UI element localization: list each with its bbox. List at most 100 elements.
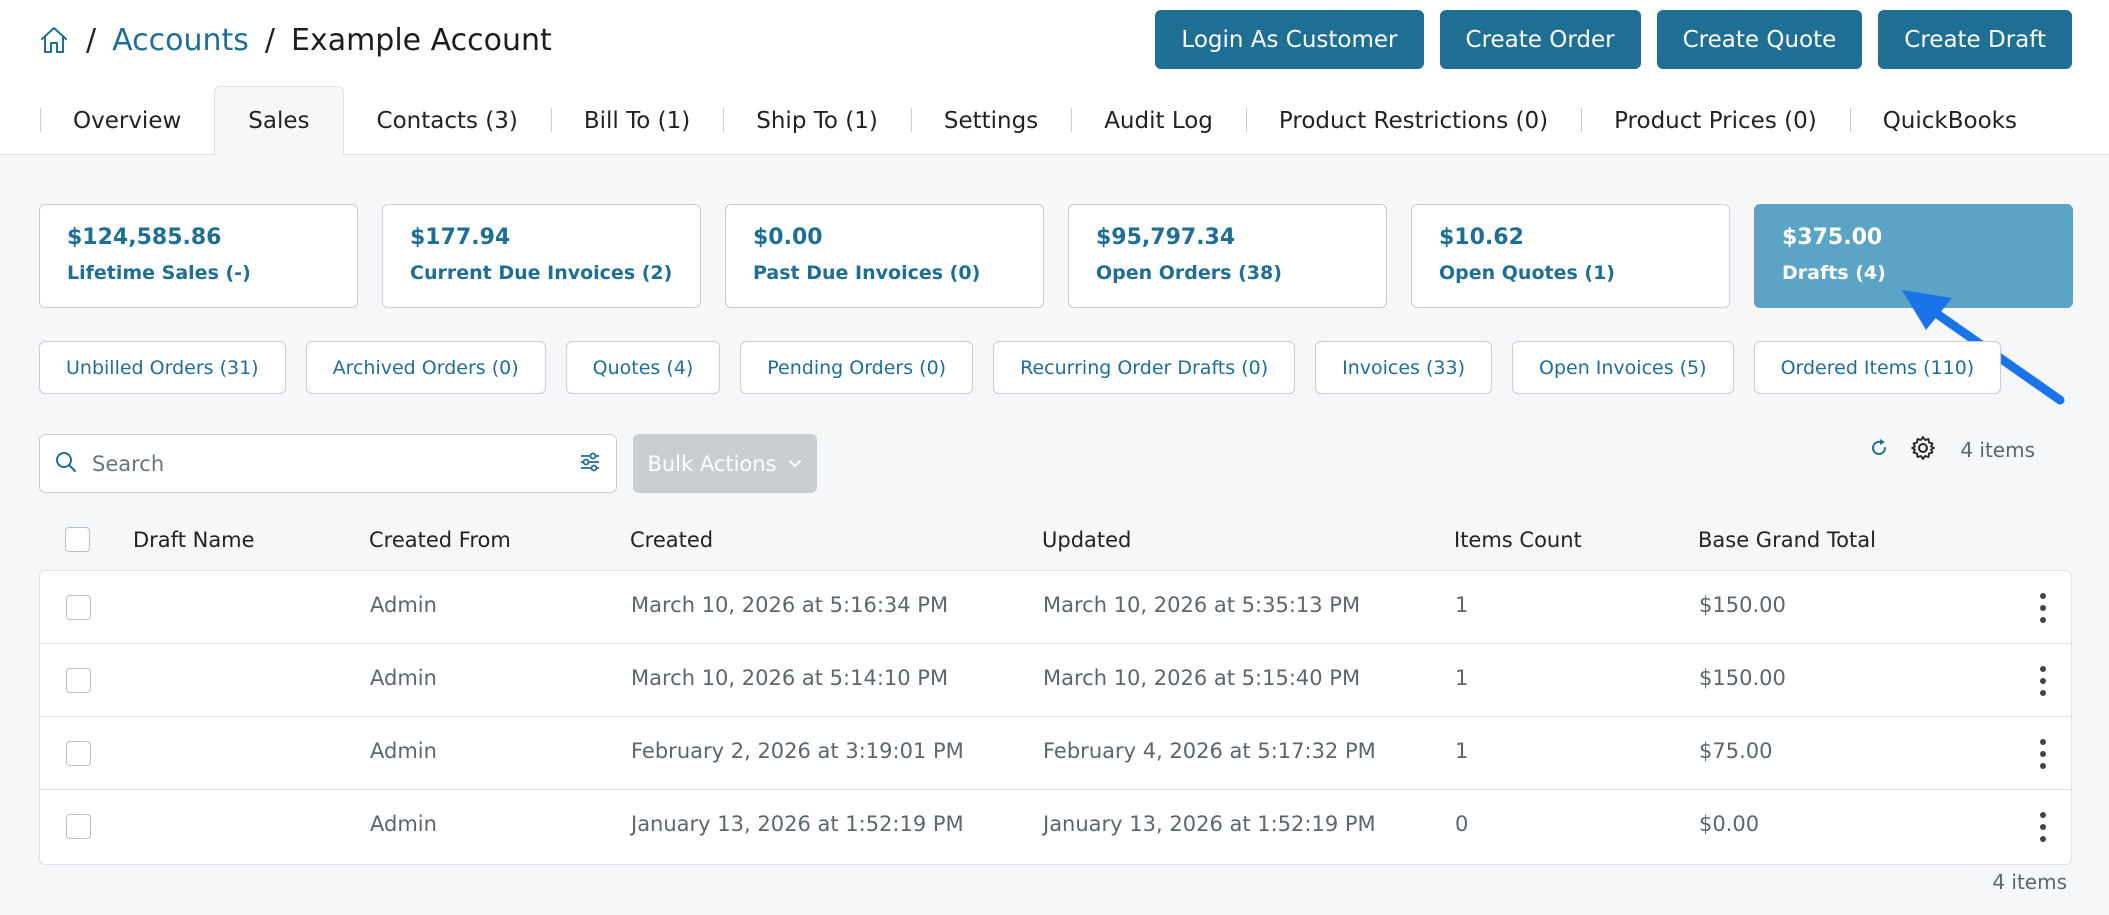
row-checkbox[interactable] bbox=[66, 668, 91, 693]
cell-updated: January 13, 2026 at 1:52:19 PM bbox=[1043, 812, 1376, 836]
stat-card-lifetime-sales[interactable]: $124,585.86 Lifetime Sales (-) bbox=[39, 204, 358, 308]
column-header[interactable]: Created From bbox=[369, 528, 511, 552]
table-row[interactable]: Admin January 13, 2026 at 1:52:19 PM Jan… bbox=[40, 790, 2071, 863]
footer-item-count: 4 items bbox=[1992, 870, 2067, 894]
header: / Accounts / Example Account Login As Cu… bbox=[0, 0, 2109, 156]
bulk-actions-button[interactable]: Bulk Actions bbox=[633, 434, 817, 493]
stat-label: Past Due Invoices (0) bbox=[753, 262, 981, 284]
subtab-quotes[interactable]: Quotes (4) bbox=[565, 341, 721, 394]
cell-items-count: 1 bbox=[1455, 739, 1469, 763]
create-quote-button[interactable]: Create Quote bbox=[1656, 10, 1863, 69]
column-header[interactable]: Created bbox=[630, 528, 714, 552]
stat-label: Current Due Invoices (2) bbox=[410, 262, 673, 284]
stat-card-drafts[interactable]: $375.00 Drafts (4) bbox=[1754, 204, 2073, 308]
tab-ship-to[interactable]: Ship To (1) bbox=[723, 86, 911, 155]
table-row[interactable]: Admin February 2, 2026 at 3:19:01 PM Feb… bbox=[40, 717, 2071, 790]
stat-amount: $375.00 bbox=[1782, 225, 1883, 250]
cell-updated: February 4, 2026 at 5:17:32 PM bbox=[1043, 739, 1376, 763]
drafts-table: Admin March 10, 2026 at 5:16:34 PM March… bbox=[39, 570, 2072, 865]
page-title: Example Account bbox=[290, 22, 552, 58]
stat-label: Open Quotes (1) bbox=[1439, 262, 1615, 284]
stat-label: Open Orders (38) bbox=[1096, 262, 1282, 284]
column-header[interactable]: Updated bbox=[1042, 528, 1132, 552]
stat-label: Lifetime Sales (-) bbox=[67, 262, 251, 284]
subtab-unbilled-orders[interactable]: Unbilled Orders (31) bbox=[39, 341, 286, 394]
row-actions-kebab-icon[interactable] bbox=[2037, 812, 2049, 842]
account-tabs: Overview Sales Contacts (3) Bill To (1) … bbox=[40, 86, 2050, 156]
stat-card-past-due-invoices[interactable]: $0.00 Past Due Invoices (0) bbox=[725, 204, 1044, 308]
search-icon bbox=[54, 450, 78, 478]
cell-created-from: Admin bbox=[370, 666, 437, 690]
cell-items-count: 0 bbox=[1455, 812, 1469, 836]
tab-audit-log[interactable]: Audit Log bbox=[1071, 86, 1246, 155]
stat-amount: $177.94 bbox=[410, 225, 511, 250]
search-box bbox=[39, 434, 617, 493]
tab-contacts[interactable]: Contacts (3) bbox=[376, 107, 518, 134]
tab-bill-to[interactable]: Bill To (1) bbox=[550, 86, 723, 155]
gear-icon[interactable] bbox=[1910, 435, 1936, 465]
column-header[interactable]: Base Grand Total bbox=[1698, 528, 1876, 552]
table-row[interactable]: Admin March 10, 2026 at 5:14:10 PM March… bbox=[40, 644, 2071, 717]
stat-card-current-due-invoices[interactable]: $177.94 Current Due Invoices (2) bbox=[382, 204, 701, 308]
subtab-ordered-items[interactable]: Ordered Items (110) bbox=[1753, 341, 2002, 394]
stat-amount: $10.62 bbox=[1439, 225, 1524, 250]
row-checkbox[interactable] bbox=[66, 595, 91, 620]
bulk-actions-label: Bulk Actions bbox=[647, 451, 777, 476]
column-header[interactable]: Items Count bbox=[1454, 528, 1582, 552]
stat-label: Drafts (4) bbox=[1782, 262, 1886, 284]
tab-product-prices[interactable]: Product Prices (0) bbox=[1581, 86, 1850, 155]
subtab-recurring-order-drafts[interactable]: Recurring Order Drafts (0) bbox=[993, 341, 1296, 394]
create-draft-button[interactable]: Create Draft bbox=[1878, 10, 2072, 69]
create-order-button[interactable]: Create Order bbox=[1439, 10, 1641, 69]
cell-updated: March 10, 2026 at 5:35:13 PM bbox=[1043, 593, 1361, 617]
header-actions: Login As Customer Create Order Create Qu… bbox=[1155, 10, 2072, 69]
cell-base-grand-total: $150.00 bbox=[1699, 666, 1786, 690]
cell-base-grand-total: $0.00 bbox=[1699, 812, 1760, 836]
breadcrumb-separator: / bbox=[264, 22, 275, 58]
subtab-pending-orders[interactable]: Pending Orders (0) bbox=[740, 341, 974, 394]
row-checkbox[interactable] bbox=[66, 741, 91, 766]
cell-created: January 13, 2026 at 1:52:19 PM bbox=[631, 812, 964, 836]
stat-card-open-orders[interactable]: $95,797.34 Open Orders (38) bbox=[1068, 204, 1387, 308]
subtab-archived-orders[interactable]: Archived Orders (0) bbox=[305, 341, 546, 394]
cell-created: March 10, 2026 at 5:14:10 PM bbox=[631, 666, 949, 690]
tab-quickbooks[interactable]: QuickBooks bbox=[1849, 86, 2050, 155]
tab-overview[interactable]: Overview bbox=[40, 86, 214, 155]
home-icon[interactable] bbox=[38, 24, 70, 56]
column-header[interactable]: Draft Name bbox=[133, 528, 255, 552]
cell-created: March 10, 2026 at 5:16:34 PM bbox=[631, 593, 949, 617]
table-header: Draft Name Created From Created Updated … bbox=[39, 520, 2072, 568]
breadcrumb-accounts-link[interactable]: Accounts bbox=[112, 22, 249, 58]
cell-items-count: 1 bbox=[1455, 666, 1469, 690]
row-actions-kebab-icon[interactable] bbox=[2037, 593, 2049, 623]
tab-product-restrictions[interactable]: Product Restrictions (0) bbox=[1245, 86, 1581, 155]
stat-amount: $0.00 bbox=[753, 225, 823, 250]
tab-settings[interactable]: Settings bbox=[910, 86, 1071, 155]
tab-sales[interactable]: Sales bbox=[214, 86, 344, 156]
stat-card-open-quotes[interactable]: $10.62 Open Quotes (1) bbox=[1411, 204, 1730, 308]
row-actions-kebab-icon[interactable] bbox=[2037, 739, 2049, 769]
item-count: 4 items bbox=[1960, 438, 2035, 462]
sales-subtabs: Unbilled Orders (31) Archived Orders (0)… bbox=[39, 341, 2002, 394]
cell-created-from: Admin bbox=[370, 739, 437, 763]
login-as-customer-button[interactable]: Login As Customer bbox=[1155, 10, 1424, 69]
cell-updated: March 10, 2026 at 5:15:40 PM bbox=[1043, 666, 1361, 690]
stat-amount: $95,797.34 bbox=[1096, 225, 1236, 250]
cell-created-from: Admin bbox=[370, 593, 437, 617]
select-all-checkbox[interactable] bbox=[65, 527, 90, 552]
breadcrumb-separator: / bbox=[86, 22, 97, 58]
cell-base-grand-total: $75.00 bbox=[1699, 739, 1773, 763]
row-actions-kebab-icon[interactable] bbox=[2037, 666, 2049, 696]
cell-created-from: Admin bbox=[370, 812, 437, 836]
table-row[interactable]: Admin March 10, 2026 at 5:16:34 PM March… bbox=[40, 571, 2071, 644]
subtab-invoices[interactable]: Invoices (33) bbox=[1315, 341, 1492, 394]
breadcrumb: / Accounts / Example Account bbox=[38, 18, 552, 62]
row-checkbox[interactable] bbox=[66, 814, 91, 839]
stat-amount: $124,585.86 bbox=[67, 225, 222, 250]
table-tools: 4 items bbox=[1868, 434, 2035, 466]
search-input[interactable] bbox=[92, 451, 578, 476]
cell-base-grand-total: $150.00 bbox=[1699, 593, 1786, 617]
refresh-icon[interactable] bbox=[1868, 437, 1890, 463]
subtab-open-invoices[interactable]: Open Invoices (5) bbox=[1511, 341, 1734, 394]
filter-settings-icon[interactable] bbox=[578, 450, 602, 478]
